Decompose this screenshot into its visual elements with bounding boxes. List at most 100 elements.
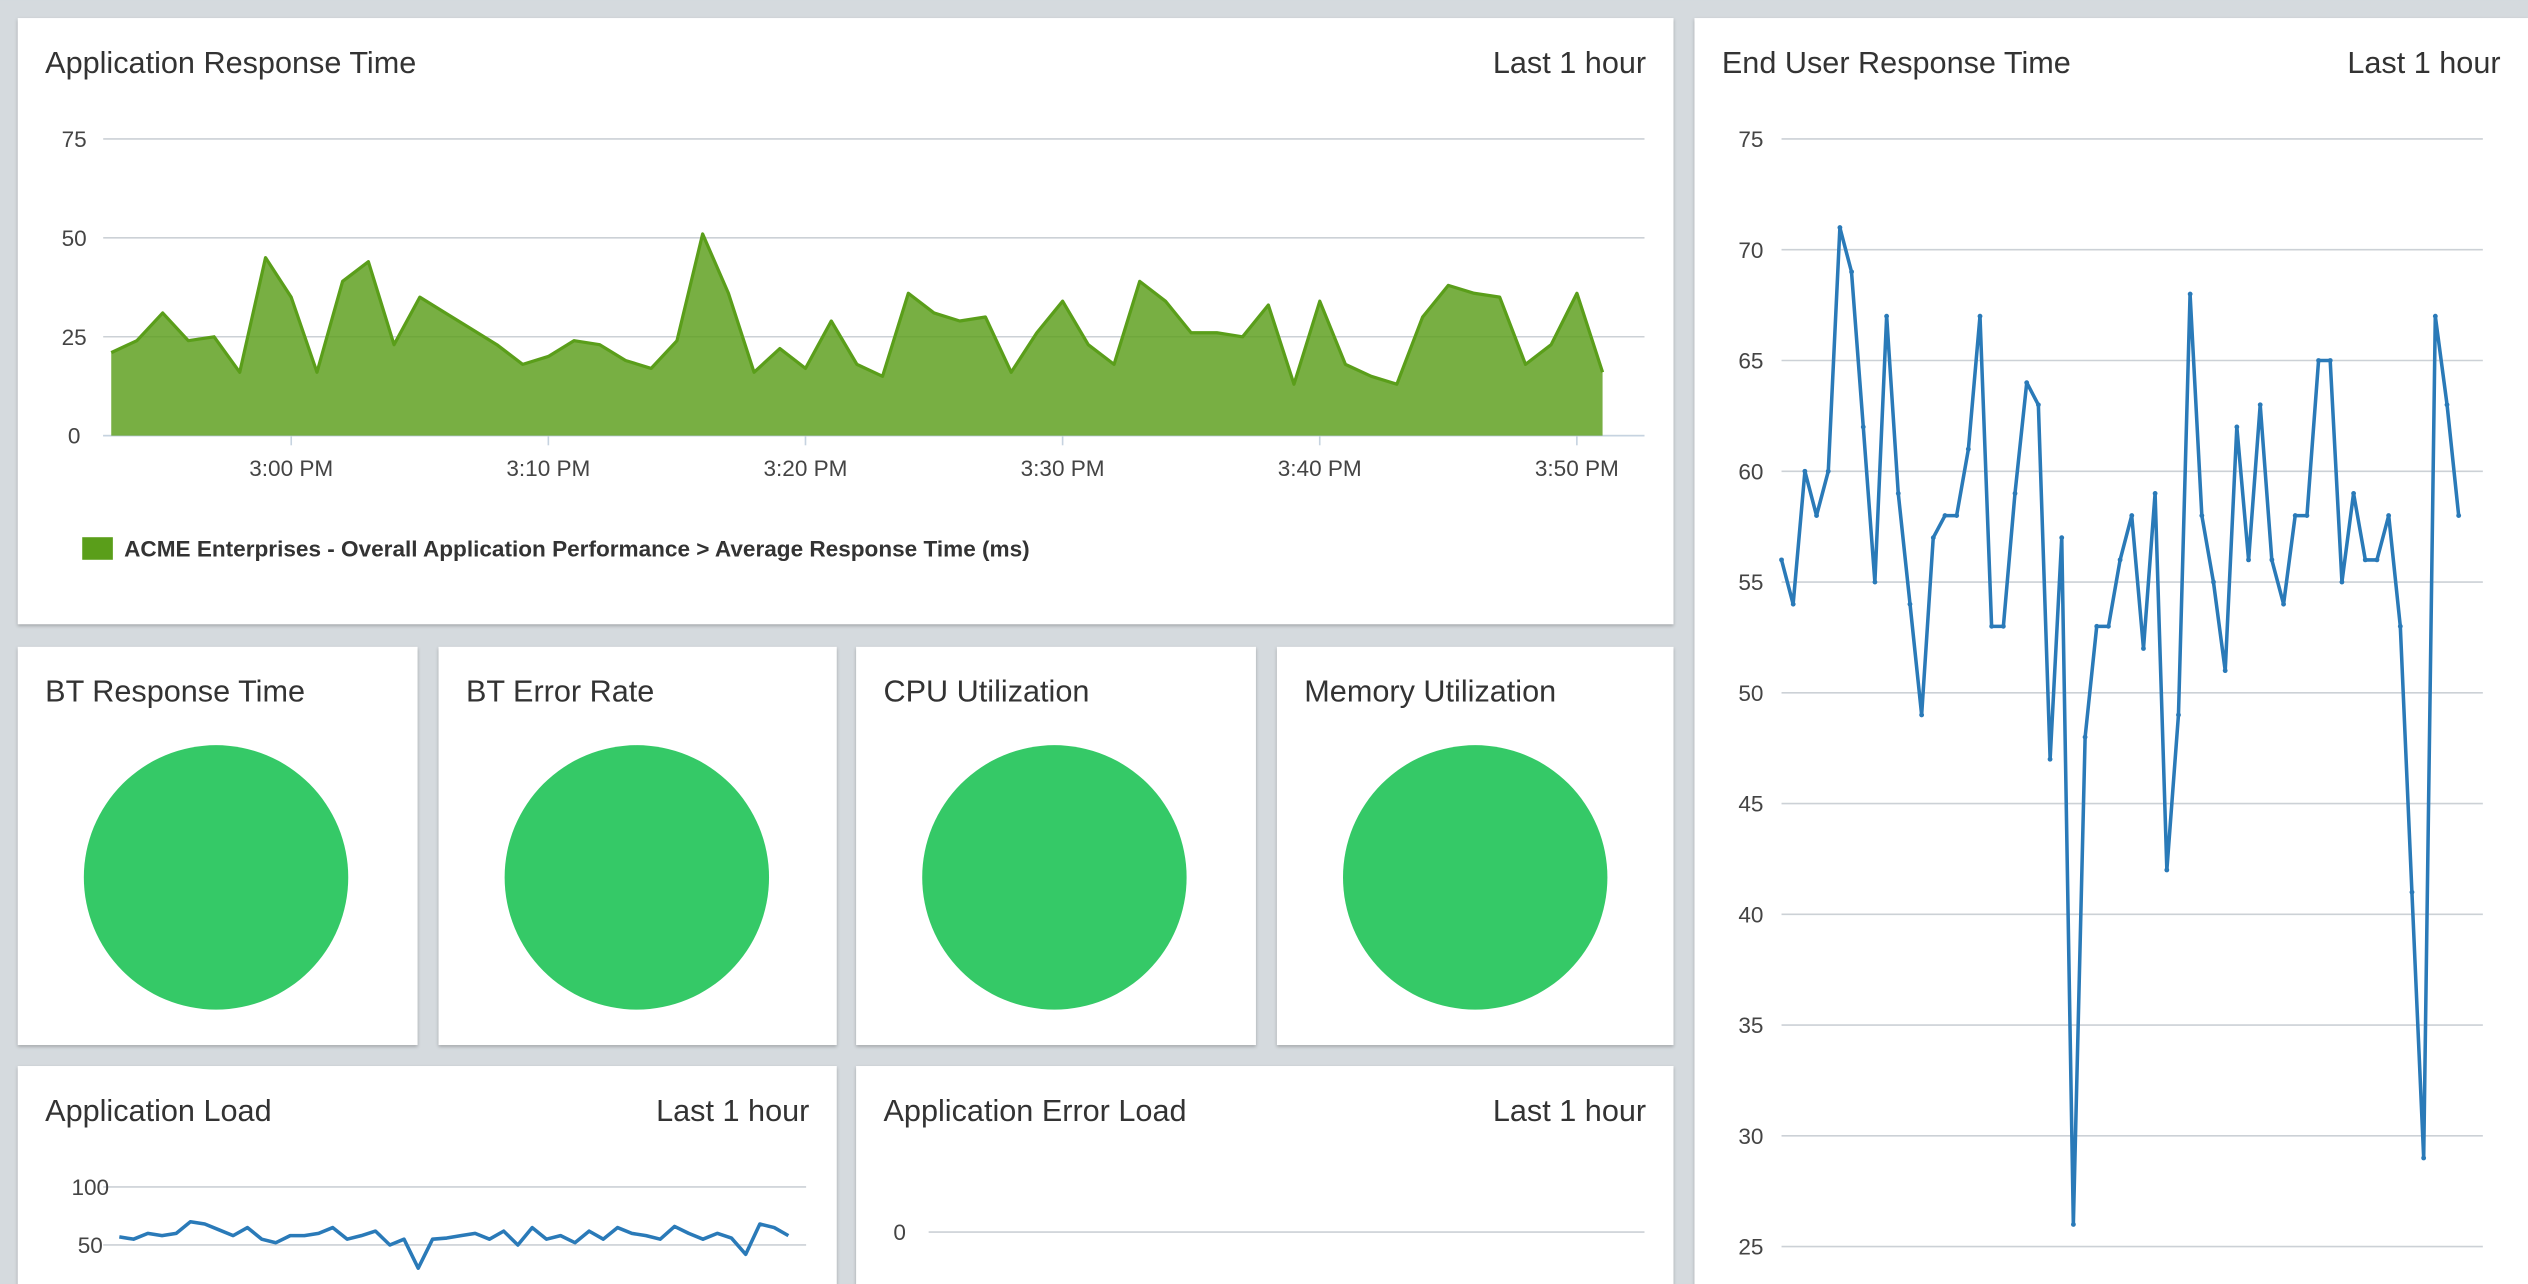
point: [2444, 402, 2450, 408]
point: [1860, 424, 1866, 430]
point: [1942, 513, 1948, 518]
point: [1954, 513, 1960, 518]
y-tick-label: 25: [1738, 1235, 1763, 1260]
point: [2152, 490, 2158, 496]
point: [2129, 513, 2135, 518]
point: [2106, 623, 2111, 629]
panel: [1694, 18, 2528, 1284]
point: [2281, 601, 2286, 607]
point: [2047, 756, 2053, 762]
point: [1790, 601, 1796, 607]
point: [1930, 535, 1936, 541]
legend-swatch: [82, 537, 113, 560]
chart-title: Application Error Load: [884, 1094, 1187, 1128]
y-tick-label: 100: [71, 1175, 109, 1200]
chart: Application Error Load Last 1 hour 0: [884, 1094, 1647, 1245]
point: [1919, 712, 1925, 718]
point: [1837, 225, 1843, 231]
y-tick-label: 40: [1738, 902, 1763, 927]
time-range: Last 1 hour: [1493, 1094, 1646, 1128]
line: [110, 232, 1605, 386]
time-range: Last 1 hour: [656, 1094, 809, 1128]
point: [2211, 579, 2216, 585]
status-title: Memory Utilization: [1304, 675, 1556, 709]
point: [2304, 513, 2310, 518]
chart-title: Application Response Time: [45, 46, 416, 80]
y-tick-label: 75: [62, 127, 87, 152]
point: [2012, 490, 2018, 496]
x-tick-label: 3:40 PM: [1278, 456, 1362, 481]
point: [1884, 313, 1890, 319]
chart: End User Response Time Last 1 hour 25 30 35 4…: [1722, 46, 2501, 1260]
point: [2234, 424, 2240, 430]
status-indicator: [83, 745, 349, 1010]
y-tick-label: 50: [78, 1233, 103, 1258]
y-tick-label: 60: [1738, 459, 1763, 484]
point: [2246, 557, 2251, 563]
panel: [856, 1066, 1674, 1284]
chart: Application Response Time Last 1 hour 0 25 5…: [45, 46, 1646, 562]
y-tick-label: 25: [62, 325, 87, 350]
point: [2164, 867, 2170, 873]
point: [2035, 402, 2041, 408]
time-range: Last 1 hour: [1493, 46, 1646, 80]
chart-title: End User Response Time: [1722, 46, 2071, 80]
point: [1779, 557, 1784, 563]
status-title: CPU Utilization: [884, 675, 1090, 709]
point: [2141, 646, 2146, 651]
point: [1872, 579, 1878, 585]
point: [2374, 557, 2380, 563]
point: [2094, 623, 2100, 629]
point: [2397, 623, 2403, 629]
status-indicator: [504, 745, 770, 1010]
point: [1907, 601, 1913, 607]
point: [2339, 579, 2345, 585]
point: [1802, 468, 1808, 474]
y-tick-label: 65: [1738, 349, 1763, 374]
point: [2117, 557, 2123, 563]
point: [2386, 513, 2392, 518]
point: [1895, 490, 1901, 496]
point: [2222, 668, 2228, 674]
point: [2199, 513, 2205, 518]
status-indicator: [922, 745, 1187, 1010]
point: [1977, 313, 1983, 319]
x-tick-label: 3:20 PM: [763, 456, 847, 481]
point: [2187, 291, 2193, 297]
point: [2176, 712, 2181, 718]
y-tick-label: 0: [68, 424, 81, 449]
point: [1814, 513, 1819, 518]
y-tick-label: 35: [1738, 1013, 1763, 1038]
x-tick-label: 3:50 PM: [1535, 456, 1619, 481]
point: [2269, 557, 2275, 563]
line: [119, 1219, 790, 1270]
chart-title: Application Load: [45, 1094, 271, 1128]
point: [1989, 623, 1995, 629]
point: [2257, 402, 2263, 408]
chart: Application Load Last 1 hour 50 100: [45, 1094, 809, 1270]
point: [2070, 1222, 2076, 1227]
point: [2316, 358, 2321, 363]
point: [2351, 490, 2357, 496]
point: [1849, 269, 1854, 275]
y-tick-label: 55: [1738, 570, 1763, 595]
y-tick-label: 70: [1738, 238, 1763, 263]
legend-label: ACME Enterprises - Overall Application P…: [124, 537, 1030, 562]
x-tick-label: 3:10 PM: [506, 456, 590, 481]
point: [2292, 513, 2298, 518]
y-tick-label: 50: [1738, 681, 1763, 706]
point: [2432, 313, 2438, 319]
point: [2362, 557, 2368, 563]
status-title: BT Response Time: [45, 675, 305, 709]
status-indicator: [1343, 745, 1608, 1010]
point: [2024, 380, 2030, 386]
y-tick-label: 75: [1738, 127, 1763, 152]
y-tick-label: 30: [1738, 1124, 1763, 1149]
point: [2059, 535, 2065, 541]
point: [1965, 446, 1971, 452]
point: [2456, 513, 2462, 518]
point: [2000, 623, 2006, 629]
point: [1825, 468, 1831, 474]
